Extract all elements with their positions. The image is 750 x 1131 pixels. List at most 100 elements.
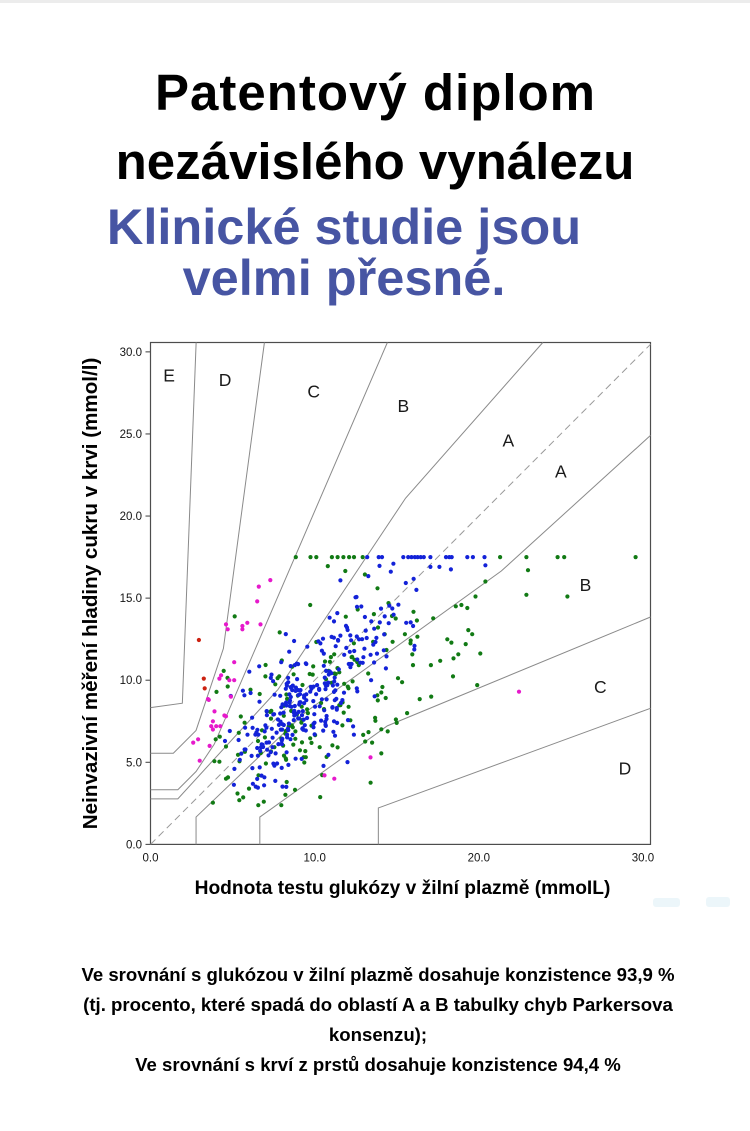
data-point xyxy=(396,602,401,607)
data-point xyxy=(243,725,248,730)
zone-line-upper_C xyxy=(150,342,388,791)
data-point xyxy=(227,728,232,734)
data-point xyxy=(276,722,281,728)
data-point xyxy=(372,626,377,631)
zone-label-D: D xyxy=(619,758,632,778)
data-point xyxy=(335,682,340,687)
data-point xyxy=(431,616,436,621)
data-point xyxy=(326,752,331,758)
data-point xyxy=(332,652,337,657)
data-point xyxy=(336,638,341,643)
data-point xyxy=(359,604,364,609)
data-point xyxy=(262,735,267,740)
data-point xyxy=(378,606,384,611)
data-point xyxy=(303,661,308,666)
data-point xyxy=(299,740,305,745)
data-point xyxy=(524,592,529,597)
data-point xyxy=(231,782,236,787)
data-point xyxy=(333,688,338,693)
data-point xyxy=(290,732,295,738)
data-point xyxy=(475,683,480,688)
data-point xyxy=(478,651,483,656)
data-point xyxy=(360,660,365,665)
data-point xyxy=(240,688,245,693)
data-point xyxy=(525,568,531,573)
data-point xyxy=(210,719,215,724)
data-point xyxy=(293,756,298,761)
zone-label-B: B xyxy=(397,396,409,416)
data-point xyxy=(428,564,433,570)
data-point xyxy=(345,718,351,723)
data-point xyxy=(232,678,237,683)
data-point xyxy=(379,555,385,560)
data-point xyxy=(341,555,346,560)
data-point xyxy=(300,709,305,714)
data-point xyxy=(250,715,255,720)
data-point xyxy=(363,739,368,744)
data-point xyxy=(341,710,346,715)
data-point xyxy=(379,727,384,732)
data-point xyxy=(212,759,217,764)
data-point xyxy=(372,660,377,665)
data-point xyxy=(382,614,387,619)
data-point xyxy=(322,708,327,713)
data-point xyxy=(288,694,293,700)
data-point xyxy=(257,765,262,770)
data-point xyxy=(351,641,356,646)
data-point xyxy=(403,580,408,586)
data-point xyxy=(286,675,291,681)
data-point xyxy=(343,614,348,619)
y-tick-label: 25.0 xyxy=(120,429,142,441)
data-point xyxy=(383,666,388,671)
data-point xyxy=(310,672,315,677)
data-point xyxy=(285,732,290,737)
data-point xyxy=(429,694,434,699)
data-point xyxy=(279,660,284,665)
data-point xyxy=(314,555,319,560)
data-point xyxy=(524,555,529,560)
data-point xyxy=(324,713,329,719)
data-point xyxy=(360,637,365,642)
data-point xyxy=(263,723,268,728)
data-point xyxy=(232,614,237,619)
data-point xyxy=(258,745,264,750)
data-point xyxy=(271,679,276,684)
data-point xyxy=(209,724,214,729)
data-point xyxy=(263,761,268,766)
data-point xyxy=(332,679,337,684)
data-point xyxy=(241,795,246,800)
data-point xyxy=(238,714,243,719)
zone-label-C: C xyxy=(307,381,320,401)
plot-frame xyxy=(149,341,652,845)
data-point xyxy=(516,689,522,694)
data-point xyxy=(320,636,326,641)
data-point xyxy=(355,657,360,662)
x-axis-title: Hodnota testu glukózy v žilní plazmě (mm… xyxy=(195,878,611,899)
data-point xyxy=(305,711,310,716)
data-point xyxy=(562,555,567,560)
data-point xyxy=(270,735,275,740)
page-subtitle: Klinické studie jsou velmi přesné. xyxy=(0,201,719,303)
data-point xyxy=(273,778,278,784)
data-point xyxy=(377,620,382,625)
data-point xyxy=(317,704,322,709)
data-point xyxy=(290,688,295,693)
data-point xyxy=(379,751,384,756)
data-point xyxy=(303,728,308,733)
data-point xyxy=(296,662,301,667)
data-point xyxy=(373,715,378,720)
data-point xyxy=(302,723,307,728)
data-point xyxy=(286,762,291,768)
data-point xyxy=(465,605,470,611)
data-point xyxy=(463,642,468,647)
data-point xyxy=(437,564,442,570)
data-point xyxy=(257,664,262,669)
y-tick-label: 30.0 xyxy=(120,347,142,359)
data-point xyxy=(292,638,297,644)
data-point xyxy=(264,740,269,745)
data-point xyxy=(212,709,217,714)
data-point xyxy=(465,555,470,560)
data-point xyxy=(311,699,316,704)
data-point xyxy=(329,634,334,640)
data-point xyxy=(291,718,296,723)
